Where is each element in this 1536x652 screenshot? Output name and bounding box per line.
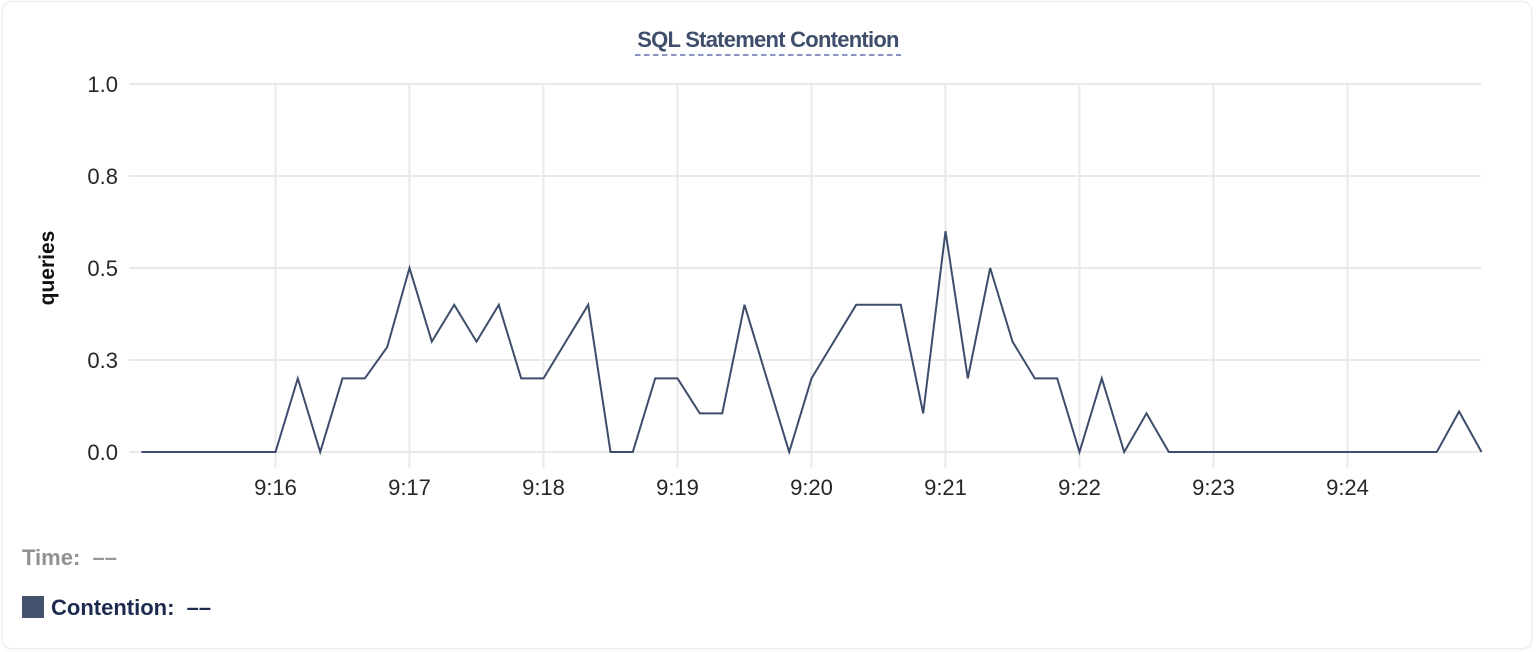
svg-text:9:17: 9:17 [388,475,431,500]
svg-text:0.8: 0.8 [87,164,118,189]
svg-text:0.5: 0.5 [87,256,118,281]
svg-text:9:18: 9:18 [522,475,565,500]
svg-text:0.3: 0.3 [87,348,118,373]
svg-text:9:20: 9:20 [790,475,833,500]
svg-text:queries: queries [36,231,59,306]
svg-text:0.0: 0.0 [87,440,118,465]
svg-text:9:23: 9:23 [1192,475,1235,500]
svg-text:9:16: 9:16 [254,475,297,500]
svg-text:9:21: 9:21 [924,475,967,500]
svg-text:9:22: 9:22 [1058,475,1101,500]
svg-text:9:19: 9:19 [656,475,699,500]
svg-text:1.0: 1.0 [87,72,118,97]
svg-text:9:24: 9:24 [1326,475,1369,500]
